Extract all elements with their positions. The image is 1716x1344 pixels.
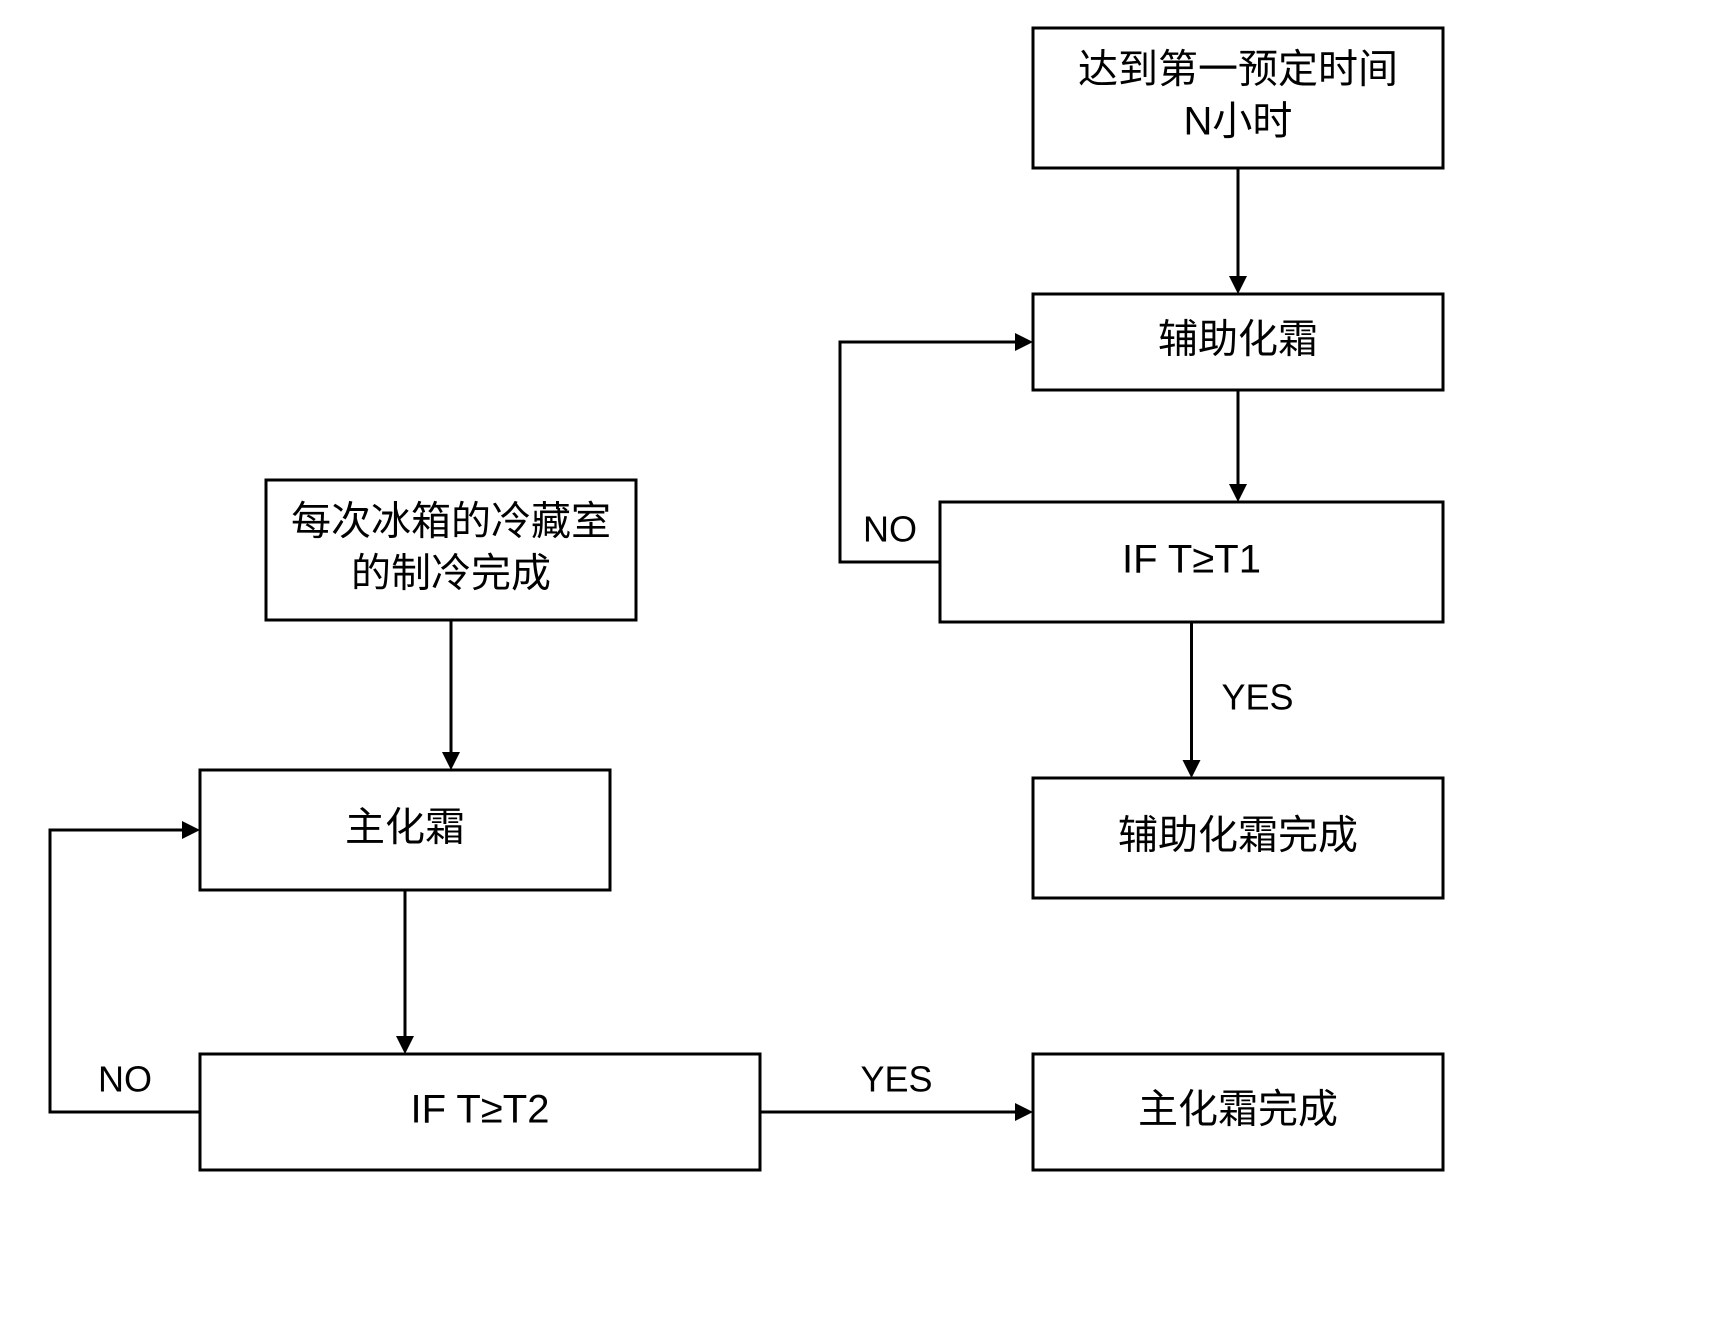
flow-node-n5-text: 每次冰箱的冷藏室 [291, 500, 611, 544]
edge-e8-label: NO [98, 1059, 152, 1100]
flow-node-n5-text: 的制冷完成 [351, 552, 551, 596]
edge-e7-label: YES [860, 1059, 932, 1100]
flow-node-n1-text: N小时 [1184, 100, 1293, 144]
flow-node-n4-text: 辅助化霜完成 [1118, 814, 1358, 858]
flow-node-n1-text: 达到第一预定时间 [1078, 48, 1398, 92]
flow-node-n7-text: IF T≥T2 [410, 1088, 549, 1132]
edge-e3-label: YES [1222, 677, 1294, 718]
flow-node-n8-text: 主化霜完成 [1138, 1088, 1338, 1132]
flow-node-n3-text: IF T≥T1 [1122, 538, 1261, 582]
edge-e4-label: NO [863, 509, 917, 550]
flow-node-n2-text: 辅助化霜 [1158, 318, 1318, 362]
flow-node-n6-text: 主化霜 [345, 806, 465, 850]
